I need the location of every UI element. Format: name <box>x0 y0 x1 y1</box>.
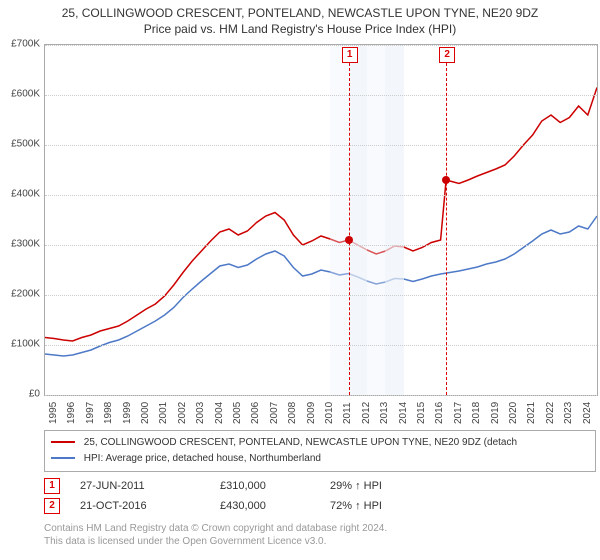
x-axis-label: 2013 <box>379 402 390 424</box>
x-axis-label: 2014 <box>398 402 409 424</box>
chart-data-point <box>345 236 353 244</box>
transaction-table: 1 27-JUN-2011 £310,000 29% ↑ HPI 2 21-OC… <box>44 476 596 516</box>
x-axis-label: 2018 <box>471 402 482 424</box>
x-axis-label: 2016 <box>434 402 445 424</box>
footer-line2: This data is licensed under the Open Gov… <box>44 535 387 548</box>
x-axis-label: 2015 <box>416 402 427 424</box>
chart-data-point <box>442 176 450 184</box>
y-axis-label: £100K <box>11 339 40 350</box>
x-axis-label: 2003 <box>195 402 206 424</box>
y-axis-label: £0 <box>29 389 40 400</box>
x-axis-label: 2011 <box>342 402 353 424</box>
x-axis-label: 2017 <box>453 402 464 424</box>
legend-swatch-hpi <box>51 457 75 459</box>
x-axis-label: 2001 <box>158 402 169 424</box>
chart-marker-icon: 2 <box>439 47 455 63</box>
chart-title-line1: 25, COLLINGWOOD CRESCENT, PONTELAND, NEW… <box>0 0 600 22</box>
x-axis-label: 2010 <box>324 402 335 424</box>
x-axis-label: 1999 <box>122 402 133 424</box>
x-axis-label: 2006 <box>250 402 261 424</box>
table-row: 1 27-JUN-2011 £310,000 29% ↑ HPI <box>44 476 596 496</box>
legend-label-property: 25, COLLINGWOOD CRESCENT, PONTELAND, NEW… <box>84 437 517 448</box>
x-axis-label: 2019 <box>490 402 501 424</box>
y-axis-label: £300K <box>11 239 40 250</box>
legend-swatch-property <box>51 441 75 443</box>
table-row: 2 21-OCT-2016 £430,000 72% ↑ HPI <box>44 496 596 516</box>
y-axis-label: £700K <box>11 39 40 50</box>
x-axis-label: 1997 <box>85 402 96 424</box>
y-axis-label: £200K <box>11 289 40 300</box>
y-axis-label: £600K <box>11 89 40 100</box>
x-axis-label: 2012 <box>361 402 372 424</box>
transaction-date: 27-JUN-2011 <box>80 480 220 492</box>
x-axis-label: 1996 <box>66 402 77 424</box>
x-axis-label: 2008 <box>287 402 298 424</box>
transaction-price: £430,000 <box>220 500 330 512</box>
x-axis-label: 2005 <box>232 402 243 424</box>
chart-marker-icon: 1 <box>342 47 358 63</box>
footer-line1: Contains HM Land Registry data © Crown c… <box>44 522 387 535</box>
y-axis-label: £400K <box>11 189 40 200</box>
legend-label-hpi: HPI: Average price, detached house, Nort… <box>84 453 321 464</box>
x-axis-label: 2002 <box>177 402 188 424</box>
legend-row: HPI: Average price, detached house, Nort… <box>51 451 589 467</box>
x-axis-label: 2004 <box>214 402 225 424</box>
x-axis-label: 2024 <box>582 402 593 424</box>
x-axis-label: 1995 <box>48 402 59 424</box>
chart-svg <box>45 45 597 395</box>
x-axis-label: 2020 <box>508 402 519 424</box>
x-axis-label: 2022 <box>545 402 556 424</box>
legend-row: 25, COLLINGWOOD CRESCENT, PONTELAND, NEW… <box>51 435 589 451</box>
footer-attribution: Contains HM Land Registry data © Crown c… <box>44 522 387 548</box>
chart-title-line2: Price paid vs. HM Land Registry's House … <box>0 22 600 40</box>
x-axis-label: 2023 <box>563 402 574 424</box>
transaction-price: £310,000 <box>220 480 330 492</box>
x-axis-label: 1998 <box>103 402 114 424</box>
transaction-pct: 72% ↑ HPI <box>330 500 382 512</box>
chart-plot-area: 12 <box>44 44 598 396</box>
y-axis-label: £500K <box>11 139 40 150</box>
transaction-date: 21-OCT-2016 <box>80 500 220 512</box>
x-axis-label: 2009 <box>306 402 317 424</box>
transaction-marker-icon: 1 <box>44 478 60 494</box>
chart-legend: 25, COLLINGWOOD CRESCENT, PONTELAND, NEW… <box>44 430 596 472</box>
x-axis-label: 2000 <box>140 402 151 424</box>
transaction-pct: 29% ↑ HPI <box>330 480 382 492</box>
transaction-marker-icon: 2 <box>44 498 60 514</box>
x-axis-label: 2007 <box>269 402 280 424</box>
chart-container: 25, COLLINGWOOD CRESCENT, PONTELAND, NEW… <box>0 0 600 560</box>
x-axis-label: 2021 <box>526 402 537 424</box>
